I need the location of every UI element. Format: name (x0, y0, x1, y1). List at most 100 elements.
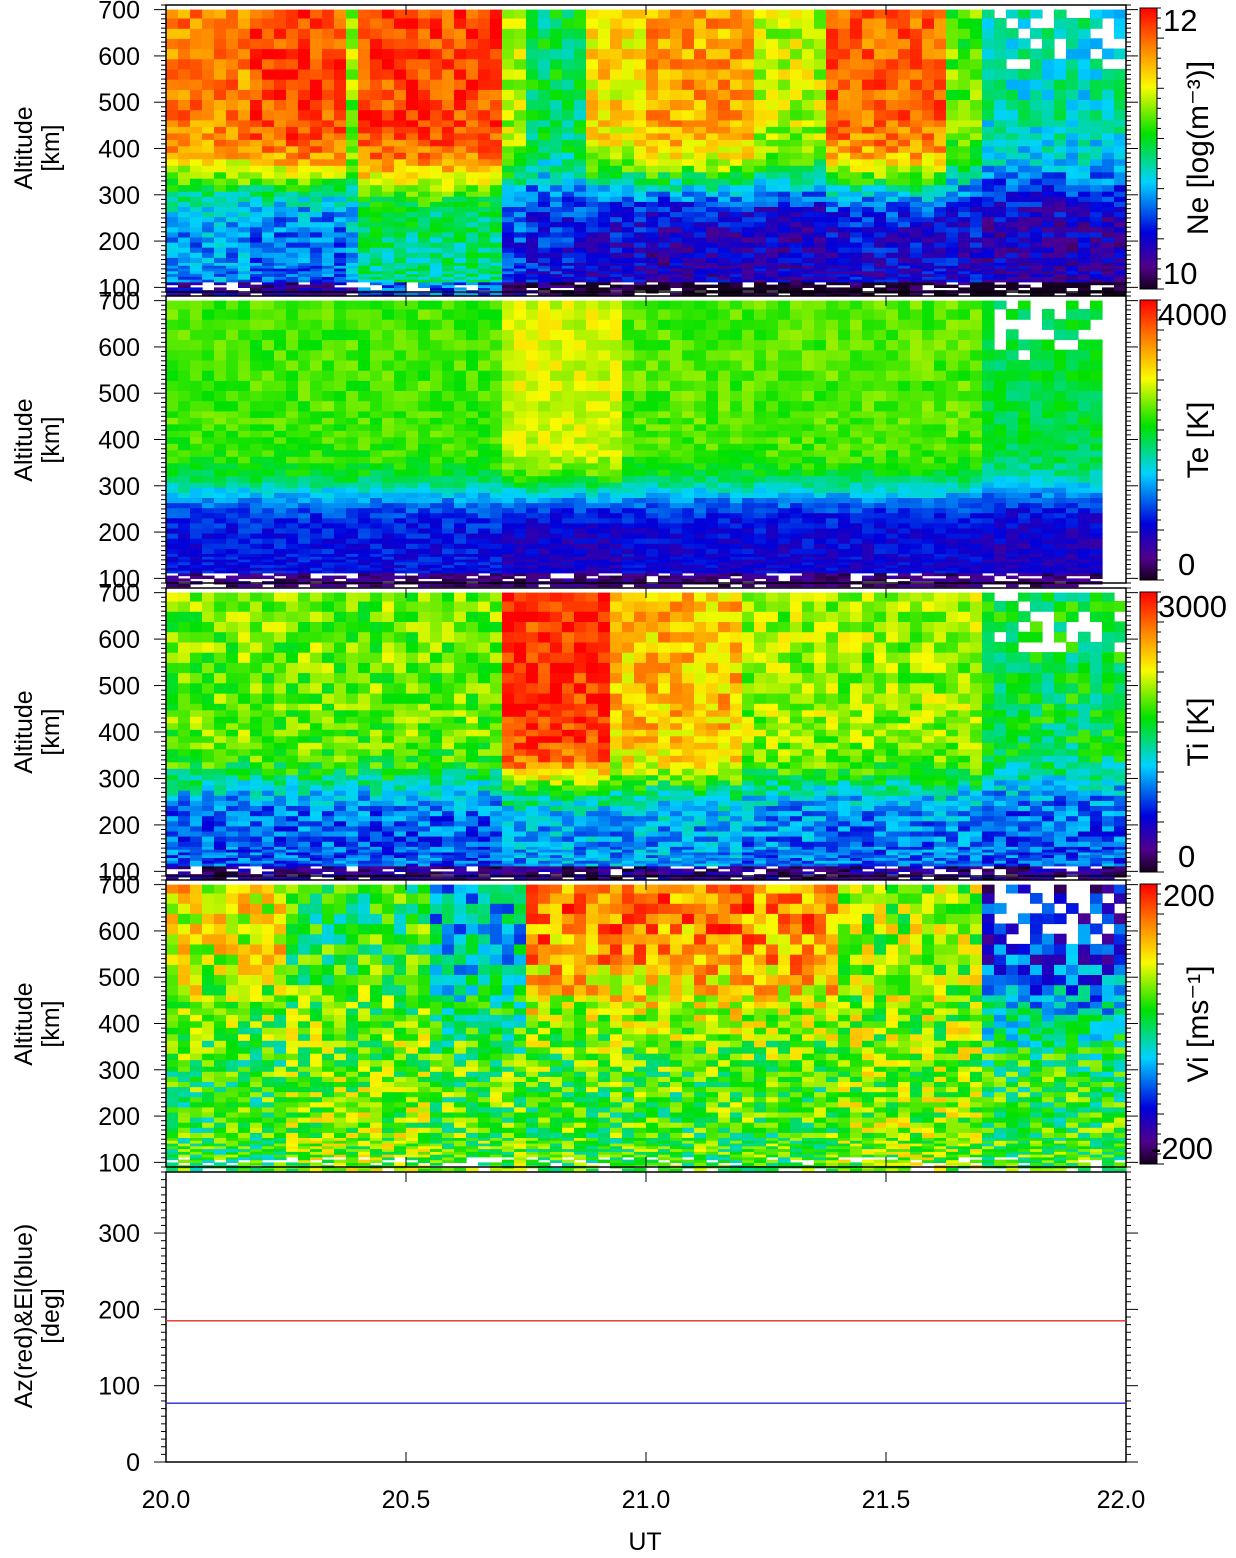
ne-cell (922, 18, 935, 29)
ne-cell (1114, 68, 1127, 80)
te-cell (418, 556, 431, 560)
ne-cell (382, 273, 395, 277)
ne-cell (370, 68, 383, 80)
te-cell (262, 507, 275, 514)
ne-cell (442, 226, 455, 233)
te-cell (442, 497, 455, 504)
ne-cell (706, 231, 719, 238)
ne-cell (850, 165, 863, 173)
ne-cell (790, 99, 803, 111)
ne-cell (406, 165, 419, 173)
ne-cell (550, 79, 563, 90)
ne-cell (382, 242, 395, 248)
te-cell (382, 410, 395, 418)
ne-cell (730, 257, 743, 263)
te-cell (370, 567, 383, 571)
ne-cell (754, 145, 767, 153)
ne-cell (454, 171, 467, 179)
ne-cell (490, 196, 503, 202)
ne-cell (1018, 178, 1031, 186)
ne-cell (250, 262, 263, 266)
ne-cell (370, 158, 383, 166)
ne-cell (718, 226, 731, 233)
ne-cell (610, 126, 623, 134)
ne-cell (598, 267, 611, 272)
ne-cell (910, 226, 923, 233)
ne-cell (850, 132, 863, 140)
ne-cell (814, 119, 827, 127)
te-cell (370, 456, 383, 464)
te-cell (286, 329, 299, 341)
ne-cell (670, 231, 683, 238)
ne-cell (694, 191, 707, 197)
ne-cell (766, 158, 779, 166)
ne-cell (1030, 99, 1043, 111)
ne-cell (802, 221, 815, 228)
ne-cell (322, 48, 335, 60)
ne-cell (190, 221, 203, 228)
te-cell (322, 543, 335, 549)
ne-cell (970, 89, 983, 100)
te-cell (418, 548, 431, 554)
ne-cell (226, 48, 239, 60)
ne-cell (1030, 132, 1043, 140)
ne-cell (1102, 171, 1115, 179)
te-cell (202, 443, 215, 451)
ne-cell (1102, 276, 1115, 280)
ne-cell (910, 292, 923, 297)
ne-cell (574, 267, 587, 272)
ne-cell (574, 242, 587, 248)
te-cell (166, 502, 179, 509)
ne-cell (1090, 18, 1103, 29)
te-cell (178, 410, 191, 418)
ne-cell (814, 89, 827, 100)
ne-cell (886, 247, 899, 253)
ne-cell (958, 28, 971, 39)
ne-cell (1066, 126, 1079, 134)
ne-cell (214, 119, 227, 127)
te-cell (226, 522, 239, 529)
te-cell (406, 578, 419, 582)
ne-cell (982, 262, 995, 266)
ne-cell (718, 221, 731, 228)
ne-cell (946, 257, 959, 263)
ne-cell (226, 145, 239, 153)
ne-cell (586, 38, 599, 50)
ne-cell (718, 171, 731, 179)
ne-cell (538, 79, 551, 90)
ne-cell (814, 226, 827, 233)
te-cell (358, 443, 371, 451)
ne-cell (874, 58, 887, 70)
ne-cell (238, 184, 251, 192)
te-cell (358, 578, 371, 582)
ne-cell (502, 262, 515, 266)
ne-cell (298, 89, 311, 100)
ne-cell (610, 99, 623, 111)
te-cell (298, 436, 311, 444)
ne-cell (298, 196, 311, 202)
ne-cell (394, 68, 407, 80)
te-cell (418, 410, 431, 418)
te-cell (214, 482, 227, 488)
ne-cell (1066, 18, 1079, 29)
te-cell (406, 533, 419, 539)
ne-cell (166, 18, 179, 29)
ne-cell (682, 139, 695, 147)
ne-cell (238, 265, 251, 269)
ne-cell (646, 109, 659, 121)
te-cell (430, 390, 443, 402)
ne-cell (898, 191, 911, 197)
ne-cell (190, 89, 203, 100)
ne-cell (166, 287, 179, 291)
ne-cell (610, 119, 623, 127)
te-cell (322, 527, 335, 534)
ne-cell (646, 247, 659, 253)
ne-cell (934, 79, 947, 90)
ne-cell (286, 184, 299, 192)
ne-cell (370, 109, 383, 121)
ne-cell (958, 206, 971, 213)
ne-cell (562, 184, 575, 192)
ne-cell (658, 158, 671, 166)
ne-cell (238, 267, 251, 272)
ne-cell (274, 236, 287, 243)
